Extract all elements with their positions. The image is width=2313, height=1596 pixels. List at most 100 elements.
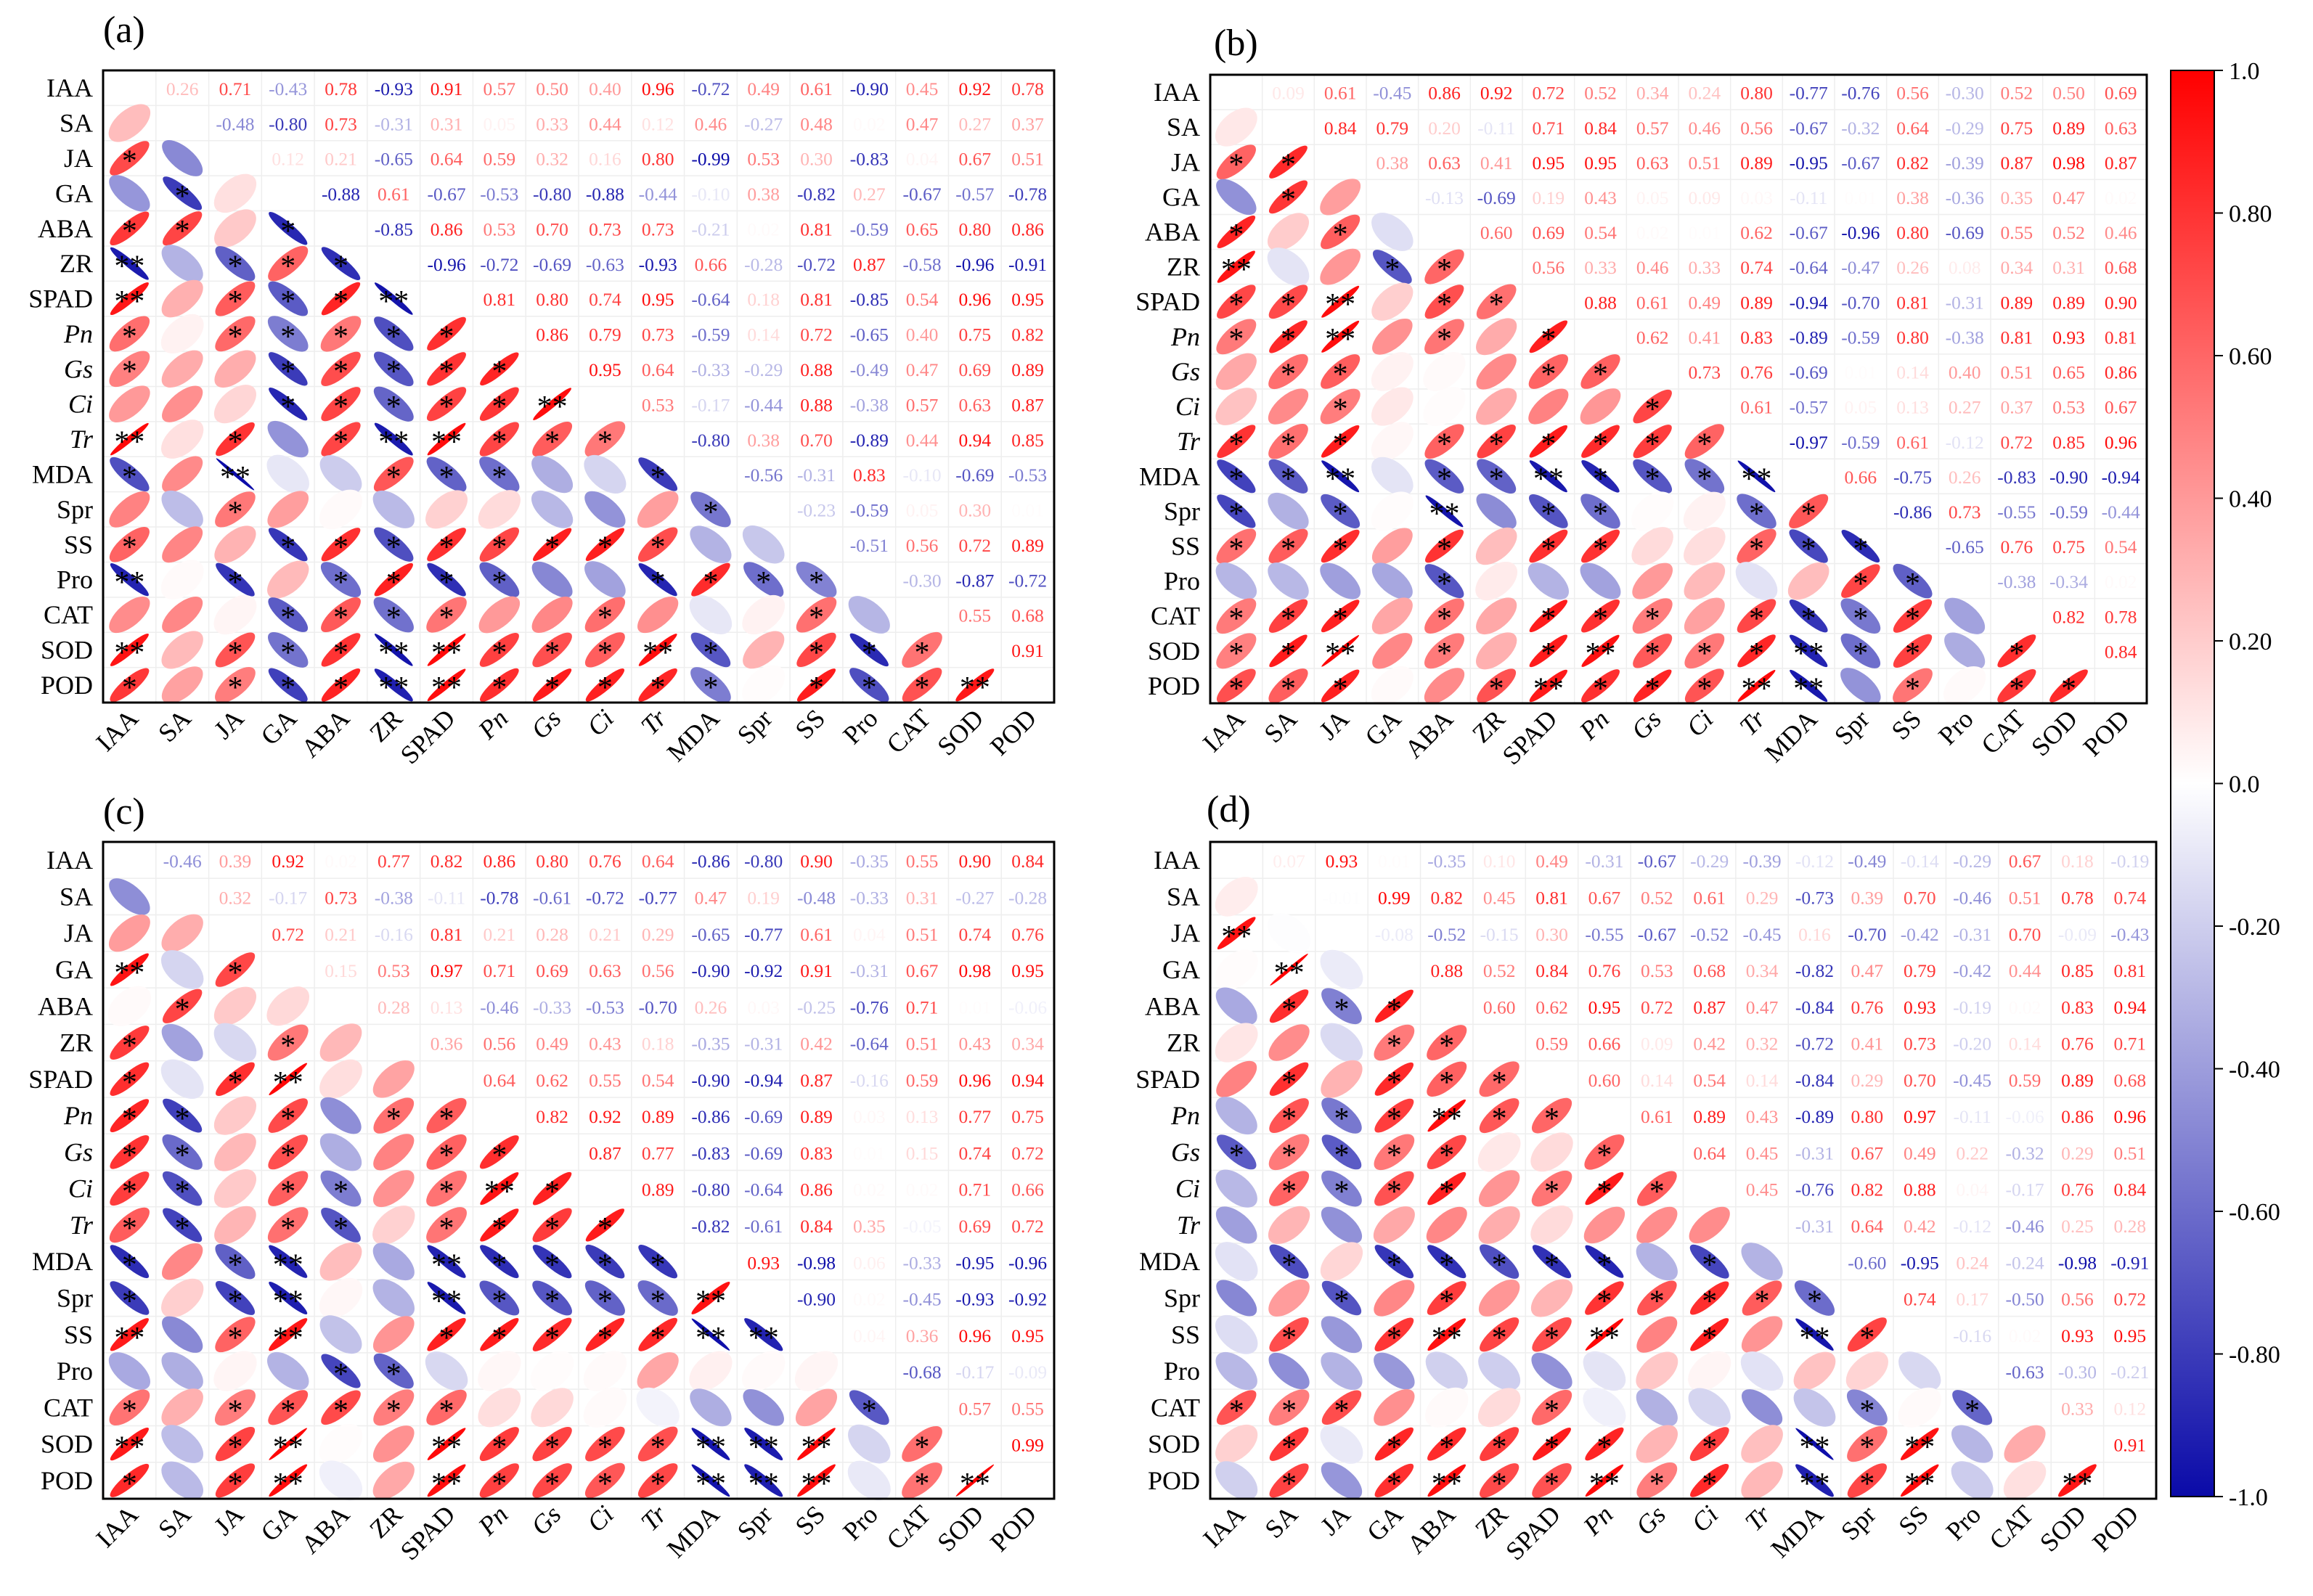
significance-marker: *	[2061, 672, 2076, 705]
significance-marker: **	[114, 1322, 144, 1355]
correlation-ellipse	[742, 525, 785, 564]
coefficient-label: -0.33	[533, 997, 571, 1018]
correlation-ellipse	[269, 1464, 308, 1497]
coefficient-label: -0.49	[850, 359, 889, 380]
column-label: Spr	[732, 1499, 778, 1546]
row-label: Spr	[57, 1283, 93, 1312]
significance-marker: *	[386, 320, 401, 353]
coefficient-label: 0.14	[1641, 1070, 1673, 1091]
correlation-ellipse	[585, 528, 625, 561]
correlation-ellipse	[531, 561, 573, 598]
correlation-ellipse	[374, 668, 413, 702]
correlation-ellipse	[1737, 670, 1776, 702]
coefficient-label: 0.65	[906, 218, 939, 240]
color-bar-gradient	[2170, 70, 2215, 1497]
correlation-ellipse	[214, 1133, 256, 1171]
significance-marker: *	[1905, 568, 1920, 601]
row-label: Tr	[1177, 427, 1201, 456]
correlation-ellipse	[1737, 460, 1776, 493]
correlation-ellipse	[691, 1318, 730, 1351]
correlation-ellipse	[372, 1316, 415, 1354]
color-bar-tick-label: -0.60	[2229, 1199, 2280, 1226]
coefficient-label: 0.75	[959, 324, 992, 345]
coefficient-label: 0.91	[800, 960, 833, 981]
correlation-ellipse	[1371, 422, 1414, 462]
column-label: MDA	[1765, 1499, 1829, 1563]
significance-marker: *	[1853, 533, 1868, 566]
correlation-ellipse	[1320, 388, 1361, 425]
significance-marker: *	[491, 1285, 507, 1319]
correlation-ellipse	[1321, 494, 1361, 528]
correlation-ellipse	[1688, 1351, 1731, 1391]
coefficient-label: 0.04	[853, 1325, 886, 1346]
coefficient-label: 0.80	[1896, 327, 1929, 348]
significance-marker: **	[1904, 1431, 1935, 1465]
coefficient-label: -0.82	[1795, 960, 1834, 981]
row-label: MDA	[32, 459, 93, 488]
coefficient-label: 0.16	[589, 149, 621, 170]
significance-marker: *	[491, 566, 507, 599]
coefficient-label: 0.34	[1636, 83, 1669, 104]
correlation-ellipse	[372, 1170, 415, 1208]
row-label: CAT	[44, 600, 93, 629]
coefficient-label: 0.57	[484, 78, 516, 99]
correlation-ellipse	[691, 1428, 730, 1460]
correlation-ellipse	[796, 561, 837, 598]
significance-marker: *	[333, 426, 348, 459]
coefficient-label: -0.11	[1790, 187, 1827, 208]
coefficient-label: 0.24	[1689, 83, 1721, 104]
column-label: Spr	[732, 703, 778, 750]
correlation-ellipse	[1269, 634, 1308, 668]
coefficient-label: -0.44	[2102, 502, 2140, 523]
coefficient-label: 0.47	[906, 113, 939, 134]
correlation-ellipse	[1215, 949, 1258, 990]
correlation-ellipse	[584, 1462, 625, 1498]
significance-marker: *	[1697, 637, 1712, 671]
panel-label: (b)	[1214, 22, 1258, 64]
coefficient-label: 0.84	[1535, 960, 1568, 981]
row-label: Pn	[1170, 322, 1200, 351]
coefficient-label: 0.57	[906, 394, 939, 415]
correlation-ellipse	[1476, 318, 1517, 356]
significance-marker: *	[439, 461, 454, 494]
coefficient-label: -0.38	[850, 394, 889, 415]
coefficient-label: -0.69	[744, 1106, 783, 1127]
correlation-ellipse	[1321, 529, 1360, 563]
correlation-ellipse	[161, 914, 203, 952]
correlation-ellipse	[1477, 424, 1516, 459]
column-label: Ci	[1686, 1499, 1723, 1537]
significance-marker: *	[1437, 637, 1452, 671]
row-label: Tr	[70, 425, 94, 454]
significance-marker: *	[1281, 1066, 1297, 1100]
significance-marker: *	[809, 566, 824, 599]
correlation-ellipse	[1529, 425, 1568, 458]
coefficient-label: 0.61	[800, 924, 833, 945]
coefficient-label: -0.97	[1790, 432, 1828, 453]
correlation-ellipse	[266, 1351, 309, 1391]
significance-marker: **	[431, 426, 462, 459]
significance-marker: *	[1281, 602, 1296, 636]
correlation-ellipse	[1215, 107, 1257, 147]
coefficient-label: -0.31	[744, 1034, 783, 1055]
correlation-ellipse	[1320, 562, 1361, 599]
coefficient-label: -0.16	[1953, 1325, 1991, 1346]
coefficient-label: 0.77	[959, 1106, 992, 1127]
significance-marker: *	[122, 144, 137, 178]
coefficient-label: 0.49	[747, 78, 780, 99]
correlation-ellipse	[427, 562, 466, 597]
coefficient-label: 0.95	[1011, 289, 1044, 310]
correlation-ellipse	[1371, 282, 1414, 321]
coefficient-label: 0.32	[536, 149, 568, 170]
correlation-ellipse	[110, 211, 150, 246]
correlation-ellipse	[1321, 635, 1360, 667]
coefficient-label: 0.02	[906, 1179, 939, 1200]
correlation-ellipse	[1476, 597, 1517, 635]
coefficient-label: 0.54	[2105, 536, 2137, 557]
correlation-ellipse	[1424, 529, 1464, 563]
correlation-ellipse	[1427, 1427, 1466, 1461]
significance-marker: *	[280, 1176, 295, 1209]
correlation-ellipse	[1215, 1023, 1258, 1063]
correlation-ellipse	[1268, 180, 1308, 214]
correlation-ellipse	[1427, 1464, 1466, 1497]
coefficient-label: 0.89	[2052, 118, 2085, 139]
